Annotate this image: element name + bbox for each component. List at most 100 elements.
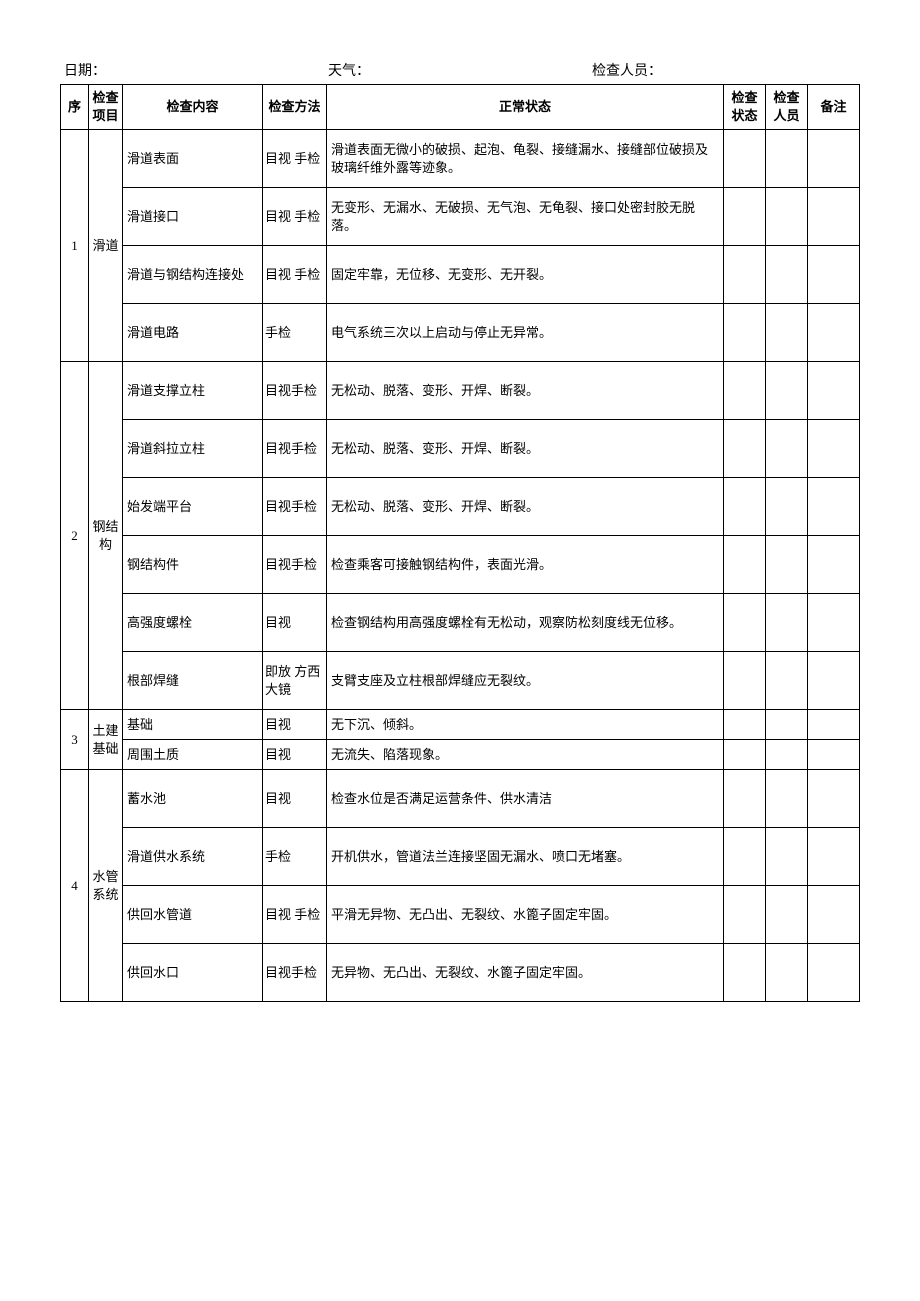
col-method: 检查方法 xyxy=(263,85,327,130)
remark-cell xyxy=(808,362,860,420)
normal-cell: 无下沉、倾斜。 xyxy=(327,710,724,740)
date-label: 日期： xyxy=(64,60,328,80)
normal-cell: 固定牢靠，无位移、无变形、无开裂。 xyxy=(327,246,724,304)
normal-cell: 无松动、脱落、变形、开焊、断裂。 xyxy=(327,478,724,536)
status-cell xyxy=(724,944,766,1002)
method-cell: 目视 xyxy=(263,770,327,828)
header-fields: 日期： 天气： 检查人员： xyxy=(60,60,860,80)
remark-cell xyxy=(808,420,860,478)
method-cell: 目视手检 xyxy=(263,944,327,1002)
normal-cell: 平滑无异物、无凸出、无裂纹、水篦子固定牢固。 xyxy=(327,886,724,944)
remark-cell xyxy=(808,740,860,770)
status-cell xyxy=(724,188,766,246)
normal-cell: 无松动、脱落、变形、开焊、断裂。 xyxy=(327,420,724,478)
table-row: 钢结构件目视手检检查乘客可接触钢结构件，表面光滑。 xyxy=(61,536,860,594)
content-cell: 周围土质 xyxy=(123,740,263,770)
normal-cell: 检查水位是否满足运营条件、供水清洁 xyxy=(327,770,724,828)
method-cell: 手检 xyxy=(263,304,327,362)
table-header-row: 序 检查项目 检查内容 检查方法 正常状态 检查状态 检查人员 备注 xyxy=(61,85,860,130)
normal-cell: 无松动、脱落、变形、开焊、断裂。 xyxy=(327,362,724,420)
content-cell: 供回水管道 xyxy=(123,886,263,944)
table-row: 4水管系统蓄水池目视检查水位是否满足运营条件、供水清洁 xyxy=(61,770,860,828)
table-row: 根部焊缝即放 方西 大镜支臂支座及立柱根部焊缝应无裂纹。 xyxy=(61,652,860,710)
remark-cell xyxy=(808,770,860,828)
normal-cell: 检查钢结构用高强度螺栓有无松动，观察防松刻度线无位移。 xyxy=(327,594,724,652)
remark-cell xyxy=(808,478,860,536)
status-cell xyxy=(724,130,766,188)
remark-cell xyxy=(808,944,860,1002)
method-cell: 目视 xyxy=(263,594,327,652)
remark-cell xyxy=(808,304,860,362)
status-cell xyxy=(724,594,766,652)
normal-cell: 无异物、无凸出、无裂纹、水篦子固定牢固。 xyxy=(327,944,724,1002)
status-cell xyxy=(724,770,766,828)
method-cell: 目视手检 xyxy=(263,536,327,594)
table-row: 滑道供水系统手检开机供水，管道法兰连接坚固无漏水、喷口无堵塞。 xyxy=(61,828,860,886)
inspector-cell xyxy=(766,246,808,304)
table-row: 周围土质目视无流失、陷落现象。 xyxy=(61,740,860,770)
status-cell xyxy=(724,652,766,710)
method-cell: 即放 方西 大镜 xyxy=(263,652,327,710)
method-cell: 目视 手检 xyxy=(263,246,327,304)
item-cell: 水管系统 xyxy=(89,770,123,1002)
seq-cell: 1 xyxy=(61,130,89,362)
status-cell xyxy=(724,304,766,362)
inspector-cell xyxy=(766,652,808,710)
method-cell: 目视手检 xyxy=(263,362,327,420)
remark-cell xyxy=(808,246,860,304)
content-cell: 高强度螺栓 xyxy=(123,594,263,652)
col-content: 检查内容 xyxy=(123,85,263,130)
method-cell: 目视手检 xyxy=(263,420,327,478)
status-cell xyxy=(724,740,766,770)
seq-cell: 2 xyxy=(61,362,89,710)
inspector-cell xyxy=(766,770,808,828)
col-item: 检查项目 xyxy=(89,85,123,130)
remark-cell xyxy=(808,130,860,188)
table-row: 1滑道滑道表面目视 手检滑道表面无微小的破损、起泡、龟裂、接缝漏水、接缝部位破损… xyxy=(61,130,860,188)
inspector-cell xyxy=(766,188,808,246)
status-cell xyxy=(724,420,766,478)
content-cell: 蓄水池 xyxy=(123,770,263,828)
item-cell: 滑道 xyxy=(89,130,123,362)
content-cell: 基础 xyxy=(123,710,263,740)
remark-cell xyxy=(808,652,860,710)
status-cell xyxy=(724,246,766,304)
method-cell: 目视 手检 xyxy=(263,886,327,944)
remark-cell xyxy=(808,594,860,652)
item-cell: 钢结构 xyxy=(89,362,123,710)
normal-cell: 检查乘客可接触钢结构件，表面光滑。 xyxy=(327,536,724,594)
table-row: 滑道接口目视 手检无变形、无漏水、无破损、无气泡、无龟裂、接口处密封胶无脱落。 xyxy=(61,188,860,246)
inspector-cell xyxy=(766,304,808,362)
item-cell: 土建基础 xyxy=(89,710,123,770)
remark-cell xyxy=(808,710,860,740)
col-remark: 备注 xyxy=(808,85,860,130)
col-seq: 序 xyxy=(61,85,89,130)
content-cell: 滑道斜拉立柱 xyxy=(123,420,263,478)
normal-cell: 无变形、无漏水、无破损、无气泡、无龟裂、接口处密封胶无脱落。 xyxy=(327,188,724,246)
content-cell: 滑道表面 xyxy=(123,130,263,188)
status-cell xyxy=(724,536,766,594)
normal-cell: 支臂支座及立柱根部焊缝应无裂纹。 xyxy=(327,652,724,710)
normal-cell: 无流失、陷落现象。 xyxy=(327,740,724,770)
method-cell: 目视 手检 xyxy=(263,130,327,188)
normal-cell: 电气系统三次以上启动与停止无异常。 xyxy=(327,304,724,362)
remark-cell xyxy=(808,188,860,246)
inspector-cell xyxy=(766,828,808,886)
table-row: 滑道与钢结构连接处目视 手检固定牢靠，无位移、无变形、无开裂。 xyxy=(61,246,860,304)
seq-cell: 3 xyxy=(61,710,89,770)
inspection-table: 序 检查项目 检查内容 检查方法 正常状态 检查状态 检查人员 备注 1滑道滑道… xyxy=(60,84,860,1002)
content-cell: 滑道电路 xyxy=(123,304,263,362)
inspector-cell xyxy=(766,594,808,652)
inspector-cell xyxy=(766,944,808,1002)
inspector-cell xyxy=(766,740,808,770)
table-row: 滑道斜拉立柱目视手检无松动、脱落、变形、开焊、断裂。 xyxy=(61,420,860,478)
table-row: 供回水管道目视 手检平滑无异物、无凸出、无裂纹、水篦子固定牢固。 xyxy=(61,886,860,944)
col-normal: 正常状态 xyxy=(327,85,724,130)
status-cell xyxy=(724,828,766,886)
table-row: 供回水口目视手检无异物、无凸出、无裂纹、水篦子固定牢固。 xyxy=(61,944,860,1002)
table-row: 始发端平台目视手检无松动、脱落、变形、开焊、断裂。 xyxy=(61,478,860,536)
content-cell: 根部焊缝 xyxy=(123,652,263,710)
inspector-cell xyxy=(766,886,808,944)
inspector-cell xyxy=(766,710,808,740)
content-cell: 滑道供水系统 xyxy=(123,828,263,886)
